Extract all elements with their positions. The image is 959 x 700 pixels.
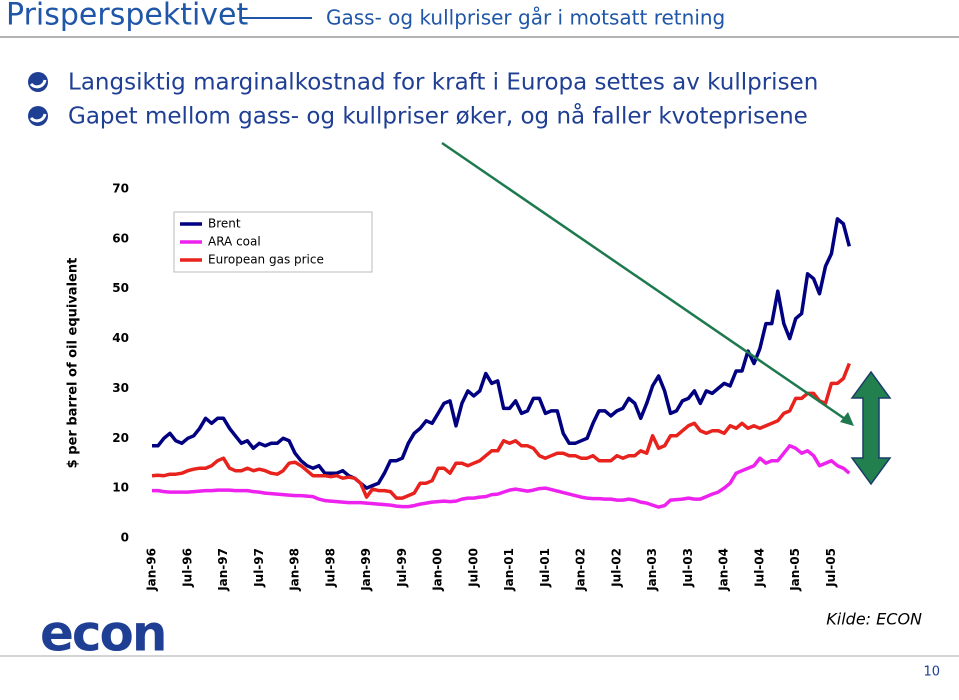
x-tick-label: Jan-99 xyxy=(359,548,373,592)
x-tick-label: Jan-97 xyxy=(216,548,230,592)
x-tick-label: Jul-05 xyxy=(824,548,838,588)
series-line xyxy=(152,217,851,490)
logo: econ xyxy=(40,605,168,663)
x-tick-label: Jan-00 xyxy=(431,548,445,592)
source: Kilde: ECON xyxy=(826,610,922,629)
y-tick-label: 30 xyxy=(112,381,129,395)
bullet-icon xyxy=(28,106,48,126)
page-number: 10 xyxy=(923,665,940,680)
y-tick-label: 0 xyxy=(121,531,129,545)
x-tick-label: Jul-98 xyxy=(323,548,337,588)
x-tick-label: Jul-99 xyxy=(395,548,409,588)
y-tick-label: 20 xyxy=(112,431,129,445)
y-tick-label: 10 xyxy=(112,481,129,495)
series-line xyxy=(152,444,851,509)
y-axis-label: $ per barrel of oil equivalent xyxy=(66,258,81,469)
x-tick-label: Jan-96 xyxy=(145,548,159,592)
logo-text: econ xyxy=(40,605,166,663)
trend-arrow xyxy=(441,141,849,423)
legend-label: European gas price xyxy=(208,253,324,267)
series-line xyxy=(151,362,851,500)
x-tick-label: Jan-02 xyxy=(574,548,588,592)
legend-box xyxy=(173,211,373,273)
x-tick-label: Jan-01 xyxy=(502,548,516,592)
x-tick-label: Jan-03 xyxy=(645,548,659,592)
x-tick-label: Jul-96 xyxy=(180,548,194,588)
arrowhead xyxy=(840,412,854,426)
y-tick-label: 50 xyxy=(112,281,129,295)
plot: 0 10 20 30 40 50 60 70 Jan-96 Jul-96 Jan-97 Jul-97 J… xyxy=(112,182,851,592)
subtitle: Gass- og kullpriser går i motsatt retnin… xyxy=(326,6,725,30)
x-tick-label: Jul-04 xyxy=(752,548,766,588)
y-tick-label: 40 xyxy=(112,331,129,345)
x-tick-label: Jan-04 xyxy=(717,548,731,592)
bullet-icon xyxy=(28,72,48,92)
bullet-text: Langsiktig marginalkostnad for kraft i E… xyxy=(68,70,818,96)
y-tick-label: 70 xyxy=(112,182,129,196)
gap-arrow xyxy=(850,370,892,486)
x-tick-label: Jul-02 xyxy=(609,548,623,588)
x-tick-label: Jul-00 xyxy=(466,548,480,588)
x-tick-label: Jan-05 xyxy=(788,548,802,592)
x-tick-label: Jul-01 xyxy=(538,548,552,588)
y-tick-label: 60 xyxy=(112,231,129,245)
legend-label: Brent xyxy=(208,217,241,231)
x-tick-label: Jul-97 xyxy=(252,548,266,588)
bullet-text: Gapet mellom gass- og kullpriser øker, o… xyxy=(68,102,808,130)
x-tick-label: Jul-03 xyxy=(681,548,695,588)
legend-label: ARA coal xyxy=(208,235,261,249)
x-tick-label: Jan-98 xyxy=(288,548,302,592)
title: Prisperspektivet xyxy=(6,0,249,33)
